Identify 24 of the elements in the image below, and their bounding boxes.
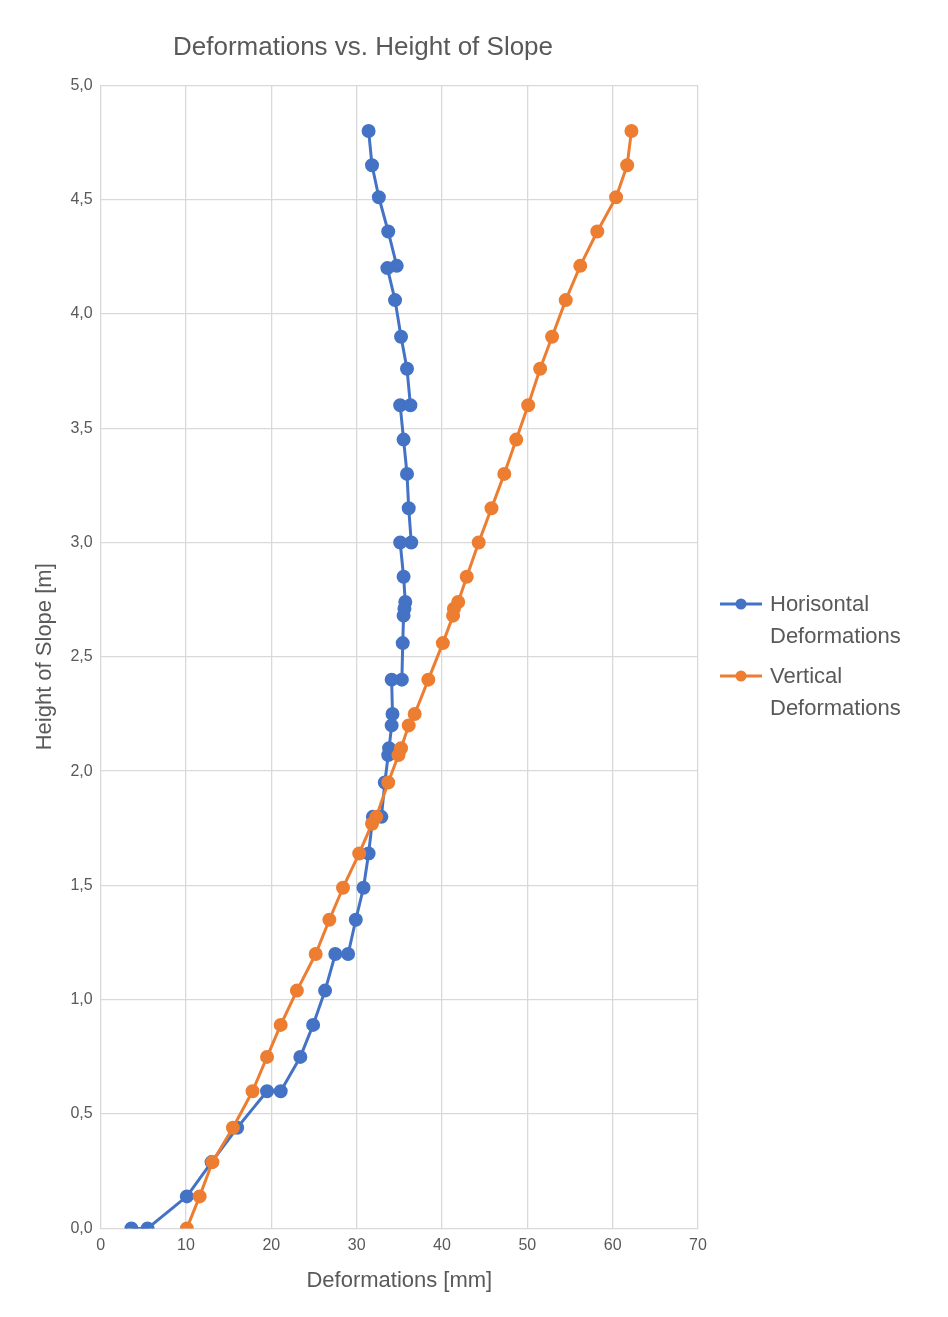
y-tick-label: 2,5 xyxy=(70,647,93,665)
x-tick-label: 30 xyxy=(347,1236,366,1254)
y-axis-title: Height of Slope [m] xyxy=(31,563,57,751)
y-tick-label: 4,0 xyxy=(70,304,93,322)
legend-label: Horisontal Deformations xyxy=(770,590,902,650)
legend-label: Vertical Deformations xyxy=(770,662,902,722)
y-tick-label: 1,5 xyxy=(70,875,93,893)
y-tick-label: 4,5 xyxy=(70,189,93,207)
y-tick-label: 0,5 xyxy=(70,1104,93,1122)
x-tick-label: 20 xyxy=(262,1236,281,1254)
y-tick-label: 3,5 xyxy=(70,418,93,436)
y-tick-label: 0,0 xyxy=(70,1218,93,1236)
x-axis-title: Deformations [mm] xyxy=(306,1266,493,1292)
y-tick-label: 3,0 xyxy=(70,532,93,550)
x-tick-label: 0 xyxy=(96,1236,106,1254)
x-tick-label: 50 xyxy=(518,1236,537,1254)
y-tick-label: 2,0 xyxy=(70,761,93,779)
x-tick-label: 40 xyxy=(433,1236,451,1254)
y-tick-label: 5,0 xyxy=(70,75,93,93)
chart-title: Deformations vs. Height of Slope xyxy=(172,30,554,61)
x-tick-label: 10 xyxy=(177,1236,195,1254)
x-tick-label: 60 xyxy=(603,1236,622,1254)
y-tick-label: 1,0 xyxy=(70,990,93,1008)
x-tick-label: 70 xyxy=(689,1236,707,1254)
